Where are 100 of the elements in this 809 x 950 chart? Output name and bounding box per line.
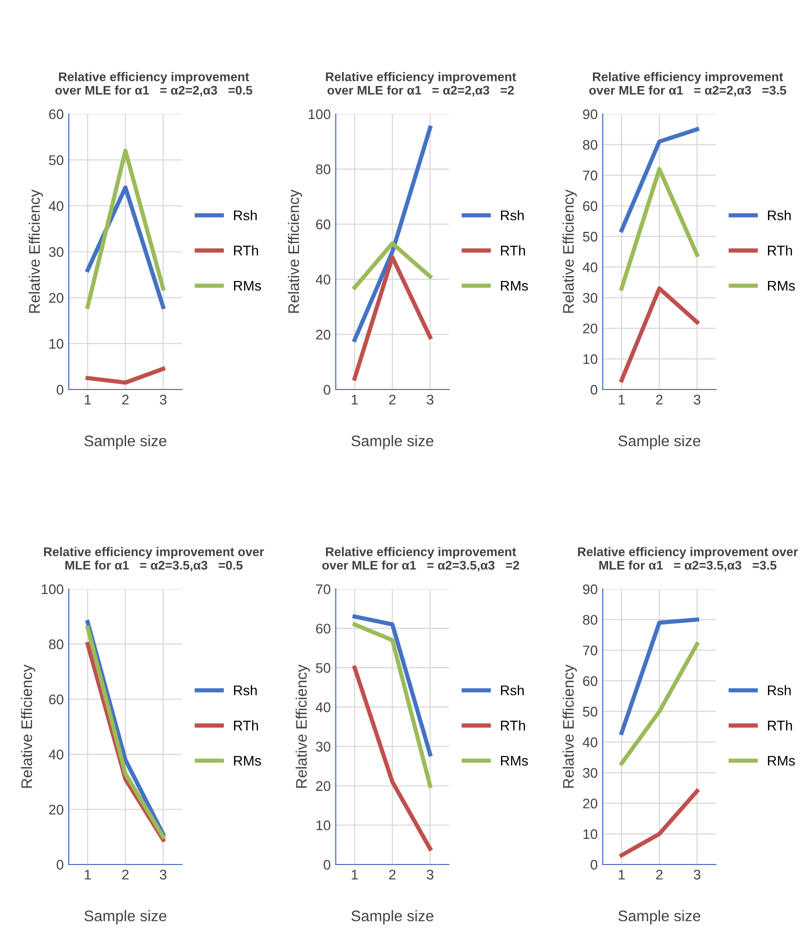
legend-label: Rsh [501,685,524,696]
x-tick-label: 3 [426,394,434,405]
y-tick-label: 60 [316,220,330,230]
y-tick-label: 100 [308,109,330,120]
y-tick-label: 40 [316,274,330,284]
chart-title: Relative efficiency improvement over MLE for α1 = α2=2,α3 =2 [326,72,516,96]
y-tick-label: 100 [42,584,64,594]
x-tick-label: 3 [426,870,434,880]
y-tick-label: 0 [590,860,598,870]
legend-label: Rsh [501,210,524,220]
legend-label: RMs [234,756,261,766]
chart-title: Relative efficiency improvement over MLE for α1 = α2=3.5,α3 =0.5 [44,547,264,572]
chart-title: Relative efficiency improvement over MLE for α1 = α2=3.5,α3 =3.5 [578,547,798,572]
x-tick-label: 3 [160,394,166,405]
y-axis-title: Relative Efficiency [28,190,43,313]
y-tick-label: 60 [316,624,330,634]
y-tick-label: 20 [316,781,330,791]
y-tick-label: 0 [324,384,330,395]
y-tick-label: 10 [50,338,64,349]
legend-label: RTh [768,245,792,256]
y-axis-title: Relative Efficiency [562,190,577,313]
x-tick-label: 1 [84,394,91,404]
y-tick-label: 30 [48,247,64,257]
y-tick-label: 0 [324,860,330,870]
x-tick-label: 3 [694,394,700,405]
legend-label: Rsh [768,685,791,696]
x-tick-label: 1 [352,394,358,404]
y-tick-label: 90 [583,109,598,120]
y-tick-label: 20 [583,324,598,334]
y-tick-label: 60 [583,201,598,212]
y-tick-label: 30 [582,768,598,778]
y-tick-label: 50 [316,663,330,673]
y-tick-label: 70 [316,584,330,594]
y-axis-title: Relative Efficiency [288,190,302,313]
y-tick-label: 80 [316,164,330,174]
y-tick-label: 20 [49,293,64,303]
y-tick-label: 0 [56,384,64,395]
y-axis-title: Relative Efficiency [296,664,310,788]
y-tick-label: 80 [583,140,598,150]
y-tick-label: 50 [582,232,598,242]
x-tick-label: 1 [84,870,91,880]
y-tick-label: 60 [49,694,64,704]
legend-label: RMs [768,280,795,291]
chart-title: Relative efficiency improvement over MLE for α1 = α2=2,α3 =3.5 [589,72,786,96]
y-tick-label: 0 [56,860,64,870]
x-axis-title: Sample size [351,910,434,924]
legend-label: Rsh [234,685,257,696]
x-axis-title: Sample size [351,435,434,450]
legend-label: RMs [501,280,528,291]
x-axis-title: Sample size [618,435,700,450]
chart-title: Relative efficiency improvement over MLE for α1 = α2=3.5,α3 =2 [322,547,520,572]
x-axis-title: Sample size [618,910,700,924]
y-tick-label: 20 [316,330,330,340]
y-tick-label: 90 [583,584,598,594]
legend-label: RTh [768,720,792,730]
y-tick-label: 70 [583,170,598,180]
y-tick-label: 10 [583,354,598,364]
x-tick-label: 1 [618,870,625,880]
legend-label: RMs [501,756,528,766]
y-tick-label: 10 [583,829,598,840]
legend-label: RTh [234,720,258,730]
y-tick-label: 60 [49,109,64,120]
x-tick-label: 2 [389,394,396,404]
y-axis-title: Relative Efficiency [562,664,577,788]
x-tick-label: 2 [122,394,129,404]
y-tick-label: 60 [583,676,598,686]
legend-label: RMs [768,756,795,766]
y-tick-label: 40 [582,262,598,272]
y-tick-label: 80 [49,639,64,650]
legend-label: RTh [501,245,525,256]
x-tick-label: 3 [694,870,700,880]
y-tick-label: 40 [316,702,330,712]
y-tick-label: 40 [582,737,598,748]
y-tick-label: 40 [48,201,64,212]
x-tick-label: 3 [160,870,166,880]
x-tick-label: 1 [352,870,358,880]
y-axis-title: Relative Efficiency [20,664,36,788]
x-tick-label: 2 [656,870,662,880]
y-tick-label: 30 [316,742,330,752]
x-tick-label: 1 [618,394,625,404]
x-tick-label: 2 [389,870,396,880]
legend-label: RTh [501,720,525,730]
legend-label: RTh [234,245,258,256]
x-axis-title: Sample size [84,435,166,450]
y-tick-label: 50 [582,706,598,717]
x-tick-label: 2 [122,870,129,880]
y-tick-label: 40 [48,750,64,760]
x-axis-title: Sample size [84,910,166,924]
legend-label: RMs [234,280,261,291]
y-tick-label: 80 [583,614,598,625]
y-tick-label: 0 [590,384,598,395]
y-tick-label: 70 [583,646,598,656]
chart-title: Relative efficiency improvement over MLE for α1 = α2=2,α3 =0.5 [55,72,252,96]
y-tick-label: 10 [316,820,330,830]
y-tick-label: 50 [49,155,64,166]
legend-label: Rsh [234,210,257,220]
y-tick-label: 30 [582,293,598,303]
y-tick-label: 20 [583,798,598,808]
x-tick-label: 2 [656,394,662,404]
y-tick-label: 20 [49,804,64,815]
